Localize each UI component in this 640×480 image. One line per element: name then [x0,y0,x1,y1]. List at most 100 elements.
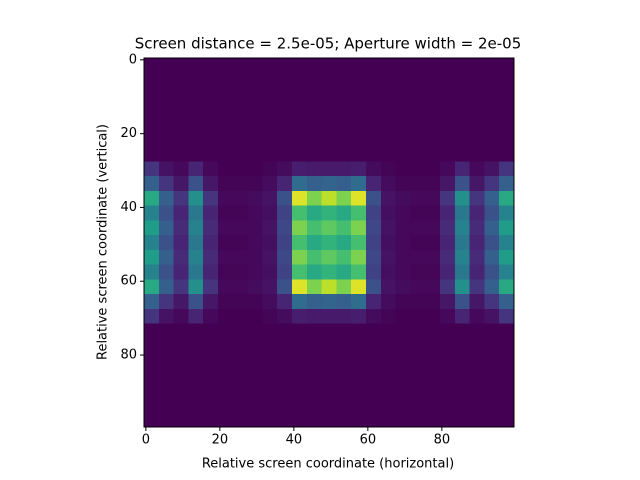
heatmap-cell [499,294,515,310]
heatmap-cell [336,72,352,89]
heatmap-cell [173,72,189,89]
heatmap-cell [380,117,397,133]
heatmap-cell [247,397,263,413]
heatmap-cell [395,205,411,221]
heatmap-cell [158,190,175,207]
heatmap-cell [425,338,441,354]
heatmap-cell [454,249,471,266]
heatmap-cell [158,87,175,103]
heatmap-cell [366,235,382,251]
heatmap-cell [395,338,411,354]
heatmap-cell [218,367,234,384]
heatmap-cell [218,382,234,398]
heatmap-cell [218,294,234,310]
heatmap-cell [469,220,485,236]
heatmap-cell [380,264,397,280]
heatmap-cell [277,308,293,325]
heatmap-cell [469,58,485,74]
heatmap-cell [395,308,411,325]
heatmap-cell [321,220,337,236]
heatmap-cell [203,397,219,413]
heatmap-cell [499,279,515,295]
heatmap-cell [144,220,160,236]
heatmap-cell [306,87,323,103]
heatmap-cell [469,353,485,369]
heatmap-cell [144,353,160,369]
heatmap-cell [425,412,441,428]
heatmap-cell [425,117,441,133]
heatmap-cell [454,382,471,398]
heatmap-cell [321,367,337,384]
heatmap-cell [218,131,234,148]
heatmap-cell [306,161,323,177]
heatmap-cell [277,353,293,369]
heatmap-cell [499,117,515,133]
heatmap-cell [454,412,471,428]
heatmap-cell [469,102,485,118]
heatmap-cell [410,367,426,384]
heatmap-cell [218,279,234,295]
heatmap-cell [395,176,411,192]
heatmap-cell [321,249,337,266]
heatmap-cell [277,131,293,148]
heatmap-cell [321,279,337,295]
heatmap-cell [203,117,219,133]
heatmap-cell [158,117,175,133]
heatmap-cell [366,190,382,207]
heatmap-cell [366,72,382,89]
heatmap-cell [144,264,160,280]
heatmap-cell [499,87,515,103]
heatmap-cell [410,235,426,251]
heatmap-cell [454,353,471,369]
heatmap-cell [232,87,249,103]
heatmap-cell [484,412,500,428]
heatmap-cell [410,338,426,354]
heatmap-cell [232,131,249,148]
heatmap-cell [395,323,411,339]
heatmap-cell [366,308,382,325]
heatmap-cell [306,190,323,207]
heatmap-cell [410,264,426,280]
heatmap-cell [262,58,278,74]
heatmap-cell [499,249,515,266]
heatmap-cell [321,72,337,89]
heatmap-cell [232,382,249,398]
heatmap-cell [203,72,219,89]
heatmap-cell [366,249,382,266]
heatmap-cell [395,249,411,266]
heatmap-cell [218,190,234,207]
heatmap-cell [425,308,441,325]
heatmap-cell [173,308,189,325]
heatmap-cell [188,323,204,339]
heatmap-cell [484,367,500,384]
heatmap-cell [336,190,352,207]
heatmap-cell [292,382,308,398]
heatmap-cell [218,176,234,192]
heatmap-cell [380,146,397,162]
heatmap-cell [410,161,426,177]
heatmap-cell [351,102,367,118]
heatmap-cell [277,205,293,221]
heatmap-cell [484,264,500,280]
heatmap-cell [262,190,278,207]
heatmap-cell [262,367,278,384]
heatmap-cell [144,146,160,162]
heatmap-cell [425,176,441,192]
heatmap-cell [454,190,471,207]
heatmap-cell [321,323,337,339]
heatmap-cell [336,220,352,236]
heatmap-cell [188,353,204,369]
heatmap-cell [247,72,263,89]
heatmap-cell [232,264,249,280]
heatmap-cell [203,382,219,398]
heatmap-cell [469,367,485,384]
x-tick-label: 80 [434,433,451,448]
heatmap-cell [173,102,189,118]
heatmap-cell [440,190,456,207]
heatmap-cell [484,249,500,266]
heatmap-cell [321,353,337,369]
heatmap-cell [484,176,500,192]
heatmap-cell [484,190,500,207]
heatmap-cell [380,412,397,428]
heatmap-cell [218,338,234,354]
